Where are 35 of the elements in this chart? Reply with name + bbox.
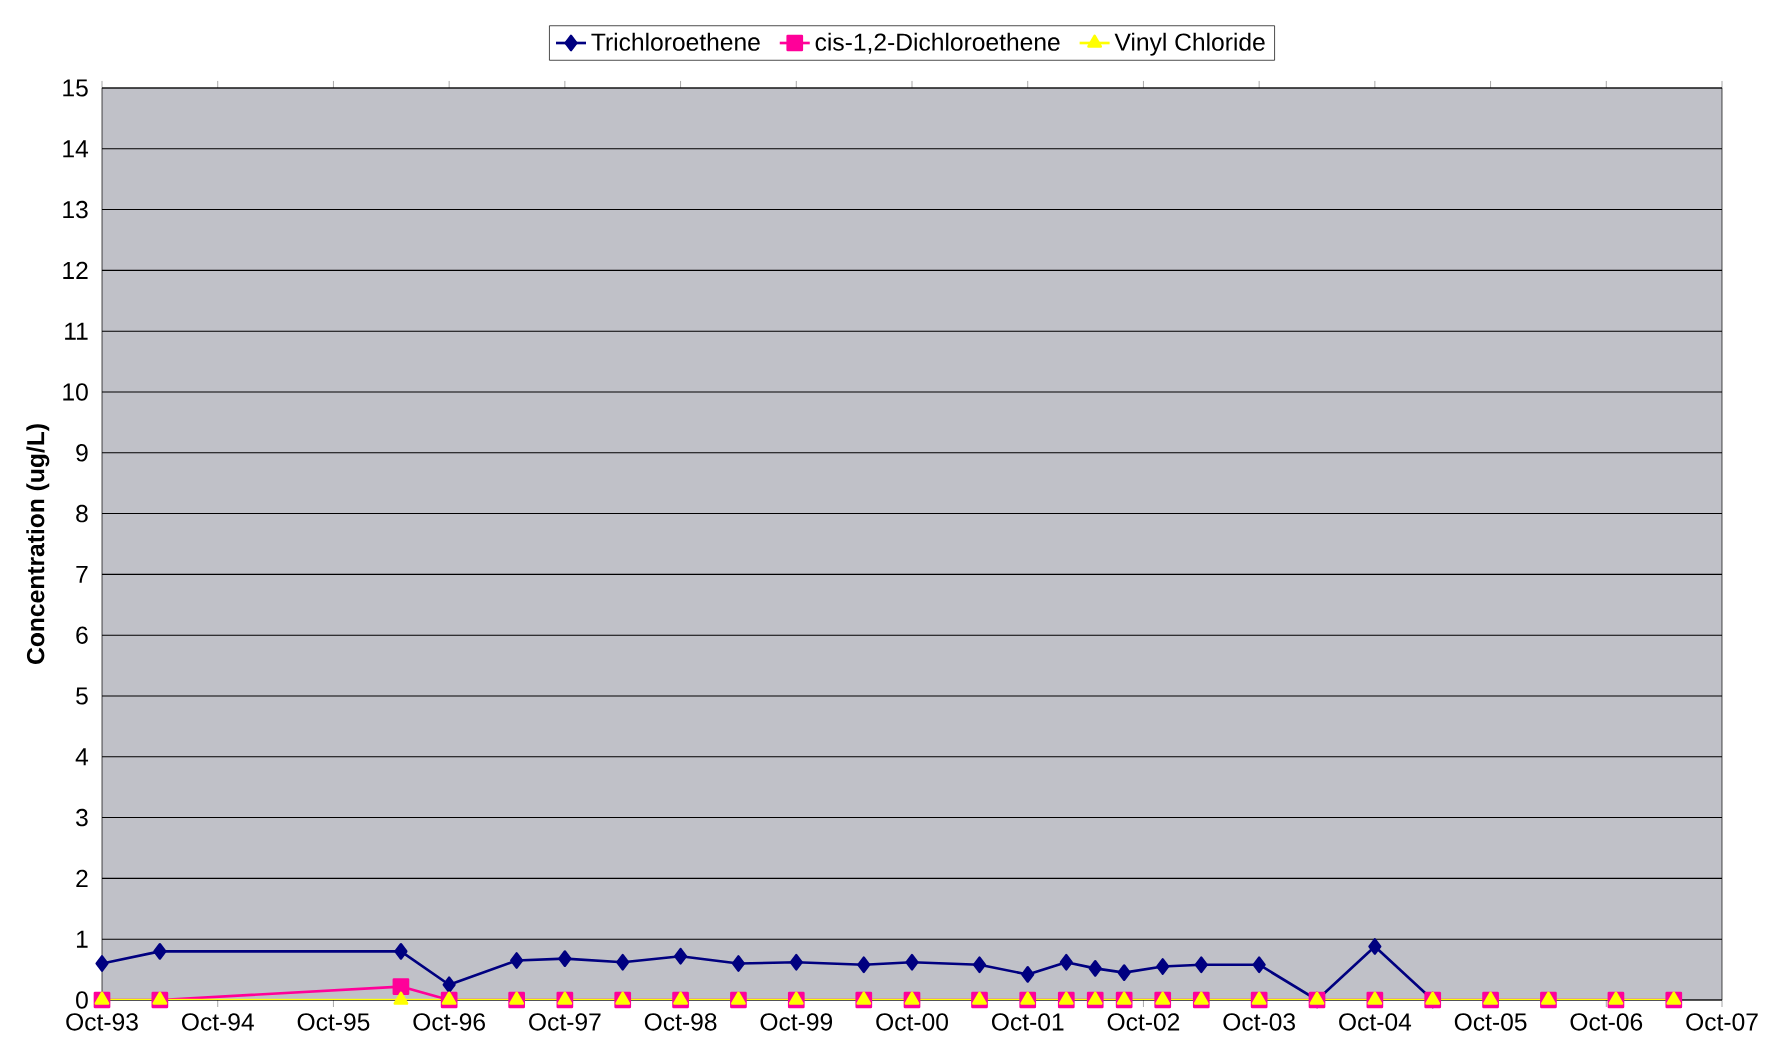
x-tick-label: Oct-00 <box>876 1013 948 1031</box>
y-axis-title: Concentration (ug/L) <box>26 424 50 664</box>
y-tick-label: 2 <box>76 869 88 887</box>
x-tick-label: Oct-02 <box>1107 1013 1180 1031</box>
y-tick-label: 13 <box>63 200 88 219</box>
y-tick-label: 11 <box>65 322 88 340</box>
x-tick-label: Oct-94 <box>181 1013 254 1031</box>
y-tick-label: 5 <box>76 687 88 705</box>
y-tick-label: 14 <box>63 140 89 158</box>
x-tick-label: Oct-99 <box>760 1013 833 1031</box>
x-tick-label: Oct-96 <box>413 1013 485 1031</box>
x-tick-label: Oct-04 <box>1339 1013 1412 1031</box>
x-tick-label: Oct-06 <box>1570 1013 1643 1031</box>
y-tick-label: 12 <box>63 261 88 279</box>
y-tick-label: 10 <box>63 383 88 401</box>
x-tick-label: Oct-93 <box>66 1013 138 1031</box>
y-tick-label: 15 <box>63 79 88 97</box>
y-tick-label: 3 <box>76 808 88 827</box>
x-tick-label: Oct-98 <box>644 1013 717 1031</box>
x-tick-label: Oct-01 <box>991 1013 1064 1031</box>
y-tick-label: 0 <box>76 991 88 1009</box>
y-tick-label: 9 <box>76 444 88 462</box>
x-tick-label: Oct-05 <box>1454 1013 1527 1031</box>
x-tick-label: Oct-97 <box>529 1013 601 1031</box>
legend-label: cis-1,2-Dichloroethene <box>815 32 1060 54</box>
legend-label: Trichloroethene <box>591 32 760 51</box>
x-tick-label: Oct-07 <box>1686 1013 1758 1031</box>
x-tick-label: Oct-03 <box>1223 1013 1295 1031</box>
y-tick-label: 7 <box>76 565 88 583</box>
legend-label: Vinyl Chloride <box>1114 32 1265 56</box>
y-tick-label: 8 <box>76 504 88 523</box>
y-tick-label: 6 <box>76 626 88 644</box>
x-tick-label: Oct-95 <box>297 1013 370 1031</box>
y-tick-label: 4 <box>75 748 89 766</box>
y-tick-label: 1 <box>76 930 88 948</box>
